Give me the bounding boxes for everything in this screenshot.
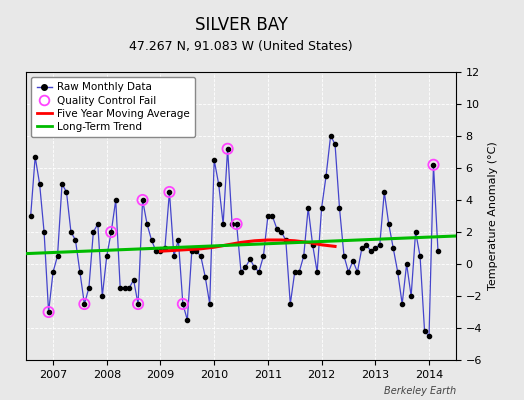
Point bbox=[165, 189, 173, 195]
Point bbox=[45, 309, 53, 315]
Point bbox=[223, 146, 232, 152]
Point bbox=[107, 229, 115, 235]
Point bbox=[138, 197, 147, 203]
Point bbox=[80, 301, 89, 307]
Legend: Raw Monthly Data, Quality Control Fail, Five Year Moving Average, Long-Term Tren: Raw Monthly Data, Quality Control Fail, … bbox=[31, 77, 195, 137]
Text: SILVER BAY: SILVER BAY bbox=[194, 16, 288, 34]
Point bbox=[232, 221, 241, 227]
Text: 47.267 N, 91.083 W (United States): 47.267 N, 91.083 W (United States) bbox=[129, 40, 353, 53]
Y-axis label: Temperature Anomaly (°C): Temperature Anomaly (°C) bbox=[488, 142, 498, 290]
Point bbox=[179, 301, 187, 307]
Point bbox=[429, 162, 438, 168]
Text: Berkeley Earth: Berkeley Earth bbox=[384, 386, 456, 396]
Point bbox=[134, 301, 143, 307]
